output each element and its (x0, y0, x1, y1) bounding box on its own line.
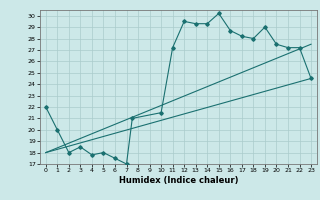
X-axis label: Humidex (Indice chaleur): Humidex (Indice chaleur) (119, 176, 238, 185)
